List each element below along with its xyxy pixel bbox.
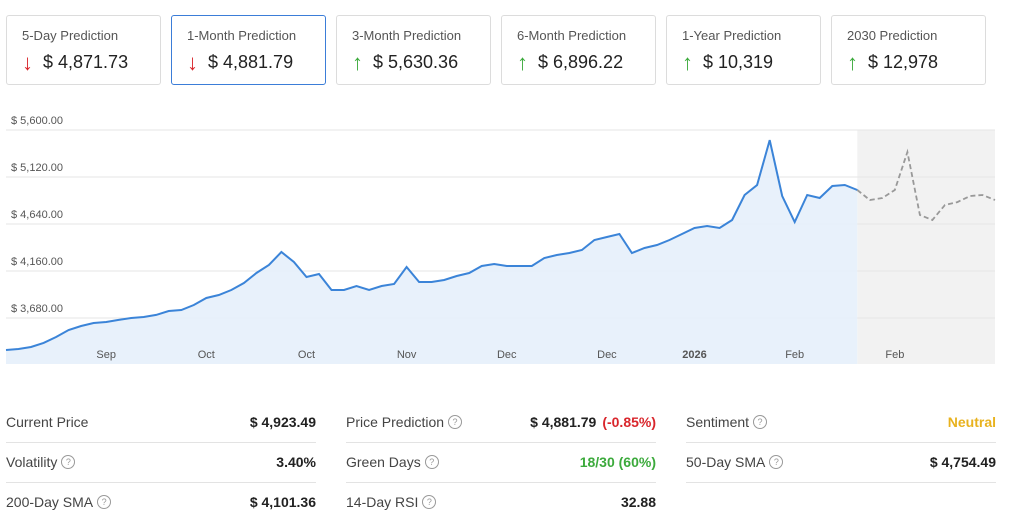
direction-arrow: ↓ <box>22 49 33 75</box>
prediction-card[interactable]: 1-Month Prediction ↓ $ 4,881.79 <box>171 15 326 85</box>
price: $ 12,978 <box>868 52 939 72</box>
stat-row: Volatility? 3.40% <box>6 442 316 483</box>
stat-value: $ 4,101.36 <box>250 494 316 510</box>
stat-row: 200-Day SMA? $ 4,101.36 <box>6 482 316 522</box>
direction-arrow: ↑ <box>682 49 693 75</box>
stat-label-text: Price Prediction <box>346 414 445 430</box>
stat-change: (-0.85%) <box>602 414 656 430</box>
stat-label-text: Volatility <box>6 454 58 470</box>
stat-label: Sentiment? <box>686 414 768 430</box>
forecast-region <box>857 130 995 364</box>
stat-label: 200-Day SMA? <box>6 494 112 510</box>
card-title: 1-Year Prediction <box>682 28 782 43</box>
help-icon: ? <box>769 455 784 469</box>
x-tick-label: Feb <box>785 349 804 361</box>
x-tick-label: Sep <box>96 349 116 361</box>
stat-value-text: Neutral <box>947 414 996 430</box>
prediction-card[interactable]: 1-Year Prediction ↑ $ 10,319 <box>666 15 821 85</box>
direction-arrow: ↑ <box>517 49 528 75</box>
x-tick-label: Nov <box>397 349 417 361</box>
help-icon: ? <box>61 455 76 469</box>
card-value: ↑ $ 10,319 <box>682 49 774 75</box>
card-title: 6-Month Prediction <box>517 28 627 43</box>
prediction-card[interactable]: 6-Month Prediction ↑ $ 6,896.22 <box>501 15 656 85</box>
x-tick-label: Oct <box>198 349 215 361</box>
stat-row: Current Price $ 4,923.49 <box>6 402 316 443</box>
stat-label: Current Price <box>6 414 88 430</box>
x-tick-label: Dec <box>497 349 517 361</box>
stat-value: 18/30 (60%) <box>580 454 656 470</box>
stat-value-text: $ 4,754.49 <box>929 454 996 470</box>
stat-label-text: 14-Day RSI <box>346 494 419 510</box>
card-title: 1-Month Prediction <box>187 28 297 43</box>
help-icon: ? <box>448 415 463 429</box>
prediction-card[interactable]: 3-Month Prediction ↑ $ 5,630.36 <box>336 15 491 85</box>
stat-value-text: $ 4,881.79 <box>530 414 597 430</box>
stat-row: 50-Day SMA? $ 4,754.49 <box>686 442 996 483</box>
card-title: 3-Month Prediction <box>352 28 462 43</box>
price: $ 6,896.22 <box>538 52 624 72</box>
help-icon: ? <box>97 495 112 509</box>
y-tick-label: $ 4,640.00 <box>11 209 63 221</box>
x-tick-label: Feb <box>885 349 904 361</box>
direction-arrow: ↑ <box>352 49 363 75</box>
price: $ 4,871.73 <box>43 52 129 72</box>
stat-label-text: Current Price <box>6 414 89 430</box>
area <box>6 140 858 364</box>
x-tick-label: Oct <box>298 349 315 361</box>
card-value: ↓ $ 4,871.73 <box>22 49 129 75</box>
price-line <box>5 139 858 351</box>
stat-value-text: $ 4,923.49 <box>249 414 316 430</box>
card-title: 5-Day Prediction <box>22 28 119 43</box>
stat-value-text: 3.40% <box>276 454 316 470</box>
y-tick-label: $ 5,600.00 <box>11 115 63 127</box>
stat-value: 3.40% <box>276 454 316 470</box>
y-tick-label: $ 3,680.00 <box>11 303 63 315</box>
stat-value: $ 4,923.49 <box>250 414 316 430</box>
x-tick-label: Dec <box>597 349 617 361</box>
help-icon: ? <box>424 455 439 469</box>
y-tick-label: $ 4,160.00 <box>11 256 63 268</box>
stat-label: Price Prediction? <box>346 414 463 430</box>
y-tick-label: $ 5,120.00 <box>11 162 63 174</box>
forecast-line <box>856 148 996 222</box>
stat-value-text: $ 4,101.36 <box>249 494 316 510</box>
stat-value: $ 4,881.79 (-0.85%) <box>530 414 656 430</box>
stat-row: Sentiment? Neutral <box>686 402 996 443</box>
stat-label-text: Sentiment <box>686 414 750 430</box>
stat-label-text: 50-Day SMA <box>686 454 766 470</box>
stat-row: Green Days? 18/30 (60%) <box>346 442 656 483</box>
stat-label-text: Green Days <box>346 454 421 470</box>
stat-label: 14-Day RSI? <box>346 494 437 510</box>
direction-arrow: ↑ <box>847 49 858 75</box>
stat-label-text: 200-Day SMA <box>6 494 94 510</box>
price: $ 4,881.79 <box>208 52 294 72</box>
stat-value-text: 18/30 (60%) <box>579 454 656 470</box>
price: $ 5,630.36 <box>373 52 459 72</box>
stat-label: Volatility? <box>6 454 76 470</box>
price: $ 10,319 <box>703 52 774 72</box>
card-value: ↑ $ 6,896.22 <box>517 49 624 75</box>
stat-row: Price Prediction? $ 4,881.79 (-0.85%) <box>346 402 656 443</box>
stat-label: 50-Day SMA? <box>686 454 784 470</box>
stat-row: 14-Day RSI? 32.88 <box>346 482 656 522</box>
card-value: ↑ $ 5,630.36 <box>352 49 459 75</box>
chart: $ 3,680.00 $ 4,160.00 $ 4,640.00 $ 5,120.00… <box>5 115 996 364</box>
stat-value: Neutral <box>948 414 996 430</box>
direction-arrow: ↓ <box>187 49 198 75</box>
stat-value: $ 4,754.49 <box>930 454 996 470</box>
card-title: 2030 Prediction <box>847 28 938 43</box>
stat-label: Green Days? <box>346 454 439 470</box>
stat-value: 32.88 <box>621 494 656 510</box>
stat-value-text: 32.88 <box>620 494 656 510</box>
card-value: ↓ $ 4,881.79 <box>187 49 294 75</box>
x-tick-label: 2026 <box>682 349 706 361</box>
help-icon: ? <box>753 415 768 429</box>
help-icon: ? <box>422 495 437 509</box>
card-value: ↑ $ 12,978 <box>847 49 939 75</box>
prediction-card[interactable]: 5-Day Prediction ↓ $ 4,871.73 <box>6 15 161 85</box>
prediction-card[interactable]: 2030 Prediction ↑ $ 12,978 <box>831 15 986 85</box>
